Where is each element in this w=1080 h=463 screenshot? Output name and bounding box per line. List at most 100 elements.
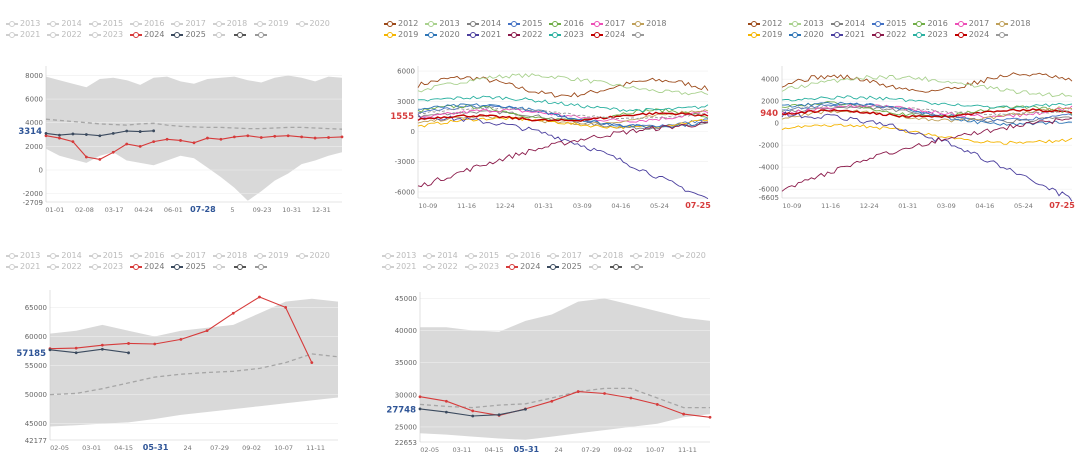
legend-label: 2012 [398, 19, 419, 28]
legend-item[interactable]: 2017 [590, 18, 625, 29]
legend-label: 2017 [185, 19, 206, 28]
legend-item[interactable]: 2015 [508, 18, 542, 29]
legend-item[interactable]: 2018 [212, 250, 247, 261]
legend[interactable]: 2013 2014 2015 2016 2017 2018 2019 2020 2021 2022… [382, 250, 722, 272]
y-tick-label: -6000 [395, 188, 415, 196]
legend-item[interactable]: 2019 [254, 18, 289, 29]
legend-item[interactable]: 2019 [630, 250, 665, 261]
legend-item[interactable]: 2023 [913, 29, 948, 40]
legend-item[interactable]: 2014 [423, 250, 458, 261]
legend-item[interactable]: 2019 [384, 29, 418, 40]
legend-item[interactable]: 2015 [88, 250, 123, 261]
legend-label: 2025 [185, 30, 206, 39]
legend-item[interactable]: 2025 [171, 29, 206, 40]
legend-item[interactable]: 2014 [830, 18, 865, 29]
legend-item[interactable]: 2020 [671, 250, 706, 261]
legend-item[interactable]: 2018 [996, 18, 1031, 29]
legend-item[interactable] [254, 29, 269, 40]
x-tick-label: 03-09 [937, 202, 956, 210]
legend-item[interactable]: 2018 [212, 18, 247, 29]
legend-item[interactable]: 2020 [789, 29, 824, 40]
legend-item[interactable] [233, 29, 248, 40]
legend-swatch-icon [466, 20, 479, 27]
legend-item[interactable]: 2013 [6, 18, 40, 29]
data-point-2025 [444, 410, 448, 414]
legend-item[interactable]: 2025 [547, 261, 582, 272]
legend-item[interactable]: 2023 [88, 261, 123, 272]
series-line-0 [781, 72, 1073, 93]
legend-item[interactable]: 2013 [425, 18, 460, 29]
legend-item[interactable]: 2014 [47, 18, 82, 29]
legend-item[interactable]: 2024 [130, 29, 164, 40]
legend-item[interactable]: 2017 [954, 18, 989, 29]
legend-item[interactable]: 2015 [872, 18, 906, 29]
legend-item[interactable]: 2024 [590, 29, 625, 40]
legend[interactable]: 2012 2013 2014 2015 2016 2017 2018 2019 2020 2021… [384, 18, 712, 40]
legend-item[interactable]: 2016 [130, 18, 164, 29]
range-band [46, 75, 342, 201]
legend-item[interactable]: 2017 [171, 18, 206, 29]
legend-swatch-icon [6, 263, 18, 270]
legend[interactable]: 2013 2014 2015 2016 2017 2018 2019 2020 2021 2022… [6, 250, 354, 272]
legend-item[interactable] [233, 261, 248, 272]
legend-item[interactable]: 2016 [130, 250, 164, 261]
legend-item[interactable]: 2022 [47, 29, 82, 40]
legend-item[interactable]: 2014 [47, 250, 82, 261]
legend-item[interactable]: 2013 [6, 250, 40, 261]
legend-item[interactable] [609, 261, 624, 272]
legend-item[interactable]: 2020 [425, 29, 460, 40]
legend-item[interactable] [630, 261, 645, 272]
legend-item[interactable]: 2022 [872, 29, 906, 40]
x-tick-label: 10-09 [783, 202, 802, 210]
legend-item[interactable] [588, 261, 603, 272]
legend-item[interactable] [254, 261, 269, 272]
legend-item[interactable]: 2015 [464, 250, 499, 261]
legend-item[interactable]: 2021 [830, 29, 865, 40]
legend-item[interactable]: 2024 [506, 261, 540, 272]
legend-label: 2019 [268, 19, 289, 28]
legend-item[interactable]: 2023 [464, 261, 499, 272]
legend-item[interactable]: 2021 [6, 29, 40, 40]
legend-swatch-icon [830, 20, 843, 27]
legend-swatch-icon [508, 31, 521, 38]
legend-item[interactable]: 2017 [547, 250, 582, 261]
legend-item[interactable]: 2012 [384, 18, 418, 29]
legend[interactable]: 2013 2014 2015 2016 2017 2018 2019 2020 2021 2022… [6, 18, 358, 40]
legend-item[interactable]: 2024 [954, 29, 989, 40]
legend-swatch-icon [423, 252, 436, 259]
legend-item[interactable]: 2019 [254, 250, 289, 261]
legend-item[interactable]: 2021 [382, 261, 416, 272]
x-tick-label: 07-28 [190, 205, 216, 214]
legend-item[interactable]: 2025 [171, 261, 206, 272]
legend-item[interactable]: 2016 [913, 18, 948, 29]
legend-item[interactable]: 2014 [466, 18, 501, 29]
legend-item[interactable]: 2020 [295, 18, 330, 29]
legend-item[interactable]: 2020 [295, 250, 330, 261]
legend-item[interactable]: 2016 [506, 250, 540, 261]
legend-item[interactable]: 2023 [88, 29, 123, 40]
legend-item[interactable] [996, 29, 1010, 40]
legend-item[interactable] [212, 261, 227, 272]
legend-item[interactable]: 2015 [88, 18, 123, 29]
legend-item[interactable] [632, 29, 646, 40]
legend[interactable]: 2012 2013 2014 2015 2016 2017 2018 2019 2020 2021… [748, 18, 1076, 40]
legend-item[interactable] [212, 29, 227, 40]
legend-item[interactable]: 2018 [632, 18, 667, 29]
legend-item[interactable]: 2013 [789, 18, 824, 29]
data-point-2024 [471, 409, 475, 413]
series-line-2025 [49, 348, 129, 354]
legend-item[interactable]: 2019 [748, 29, 782, 40]
legend-item[interactable]: 2018 [588, 250, 623, 261]
legend-item[interactable]: 2023 [549, 29, 584, 40]
legend-item[interactable]: 2017 [171, 250, 206, 261]
legend-item[interactable]: 2022 [508, 29, 542, 40]
legend-item[interactable]: 2021 [6, 261, 40, 272]
legend-item[interactable]: 2012 [748, 18, 782, 29]
legend-label: 2022 [522, 30, 543, 39]
legend-item[interactable]: 2013 [382, 250, 416, 261]
legend-item[interactable]: 2022 [47, 261, 82, 272]
legend-item[interactable]: 2022 [423, 261, 458, 272]
legend-item[interactable]: 2021 [466, 29, 501, 40]
legend-item[interactable]: 2016 [549, 18, 584, 29]
legend-item[interactable]: 2024 [130, 261, 164, 272]
